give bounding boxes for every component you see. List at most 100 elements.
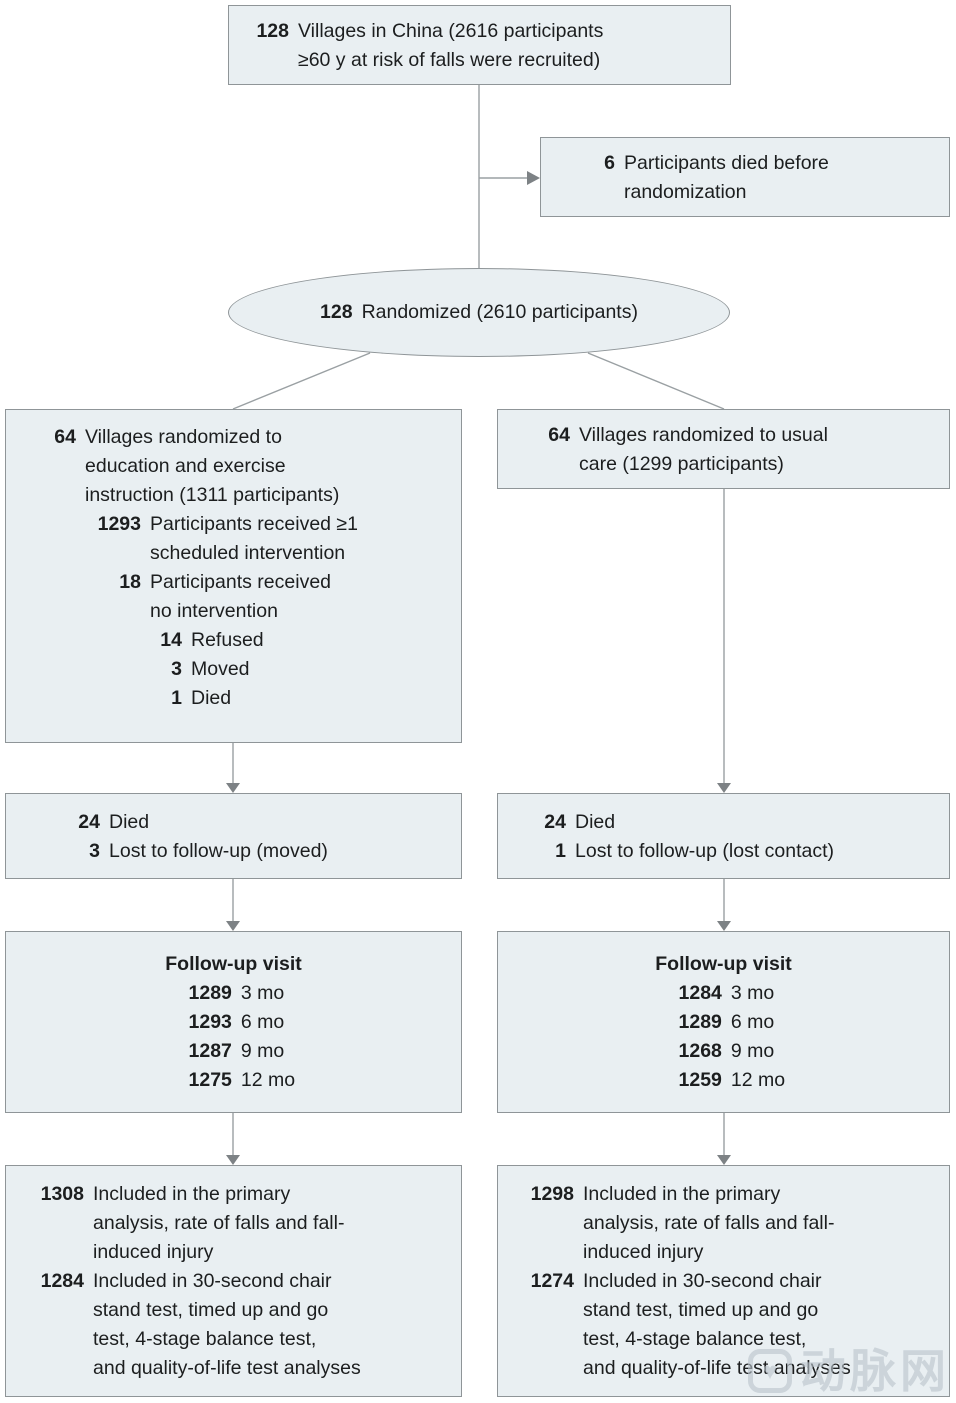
flow-item: 3 Moved — [16, 655, 451, 684]
flow-item: 3 Lost to follow-up (moved) — [16, 837, 451, 866]
count-fu-12mo: 1259 — [678, 1069, 722, 1091]
flow-item: 128 Villages in China (2616 participants… — [241, 17, 718, 75]
flow-item: 24 Died — [16, 808, 451, 837]
flow-item: 1287 9 mo — [172, 1037, 295, 1066]
box-control-followup: Follow-up visit 1284 3 mo 1289 6 mo 1268… — [497, 931, 950, 1113]
label-intervention-lost: Lost to follow-up (moved) — [109, 840, 328, 862]
count-fu-3mo: 1289 — [188, 982, 232, 1004]
label-randomized: Randomized (2610 participants) — [361, 301, 638, 323]
count-no-intervention: 18 — [119, 571, 141, 593]
count-primary-analysis: 1308 — [40, 1183, 84, 1205]
label-primary-analysis: Included in the primary analysis, rate o… — [583, 1183, 835, 1263]
label-received-intervention: Participants received ≥1 scheduled inter… — [150, 513, 358, 564]
label-fu-3mo: 3 mo — [240, 982, 285, 1004]
label-moved: Moved — [191, 658, 250, 680]
label-no-intervention: Participants received no intervention — [150, 571, 332, 622]
flow-item: 128 Randomized (2610 participants) — [320, 298, 638, 327]
followup-rows: 1289 3 mo 1293 6 mo 1287 9 mo 1275 12 mo — [172, 979, 296, 1095]
label-died-arm: Died — [191, 687, 232, 709]
flow-item: 1298 Included in the primary analysis, r… — [512, 1180, 935, 1267]
flow-item: 1293 Participants received ≥1 scheduled … — [16, 510, 451, 568]
count-control-died: 24 — [544, 811, 566, 833]
box-intervention-loss: 24 Died 3 Lost to follow-up (moved) — [5, 793, 462, 879]
flow-item: 6 Participants died before randomization — [555, 149, 935, 207]
label-control-died: Died — [575, 811, 616, 833]
label-died-before: Participants died before randomization — [624, 152, 829, 203]
label-primary-analysis: Included in the primary analysis, rate o… — [93, 1183, 345, 1263]
label-control-villages: Villages randomized to usual care (1299 … — [579, 424, 828, 475]
ellipse-randomized: 128 Randomized (2610 participants) — [228, 268, 730, 357]
flow-item: 64 Villages randomized to education and … — [16, 423, 451, 510]
flow-item: 1259 12 mo — [662, 1066, 786, 1095]
count-randomized: 128 — [320, 301, 353, 323]
count-fu-3mo: 1284 — [678, 982, 722, 1004]
count-fu-6mo: 1293 — [188, 1011, 232, 1033]
count-died-before: 6 — [604, 152, 615, 174]
count-control-villages: 64 — [548, 424, 570, 446]
box-control-analysis: 1298 Included in the primary analysis, r… — [497, 1165, 950, 1397]
followup-rows: 1284 3 mo 1289 6 mo 1268 9 mo 1259 12 mo — [662, 979, 786, 1095]
label-fu-3mo: 3 mo — [730, 982, 775, 1004]
count-fu-12mo: 1275 — [188, 1069, 232, 1091]
arrowhead-control-analysis — [717, 1155, 731, 1165]
label-fu-12mo: 12 mo — [240, 1069, 296, 1091]
count-intervention-villages: 64 — [54, 426, 76, 448]
flow-item: 18 Participants received no intervention — [16, 568, 451, 626]
box-recruited: 128 Villages in China (2616 participants… — [228, 5, 731, 85]
flow-item: 1284 3 mo — [662, 979, 785, 1008]
arrowhead-intervention-analysis — [226, 1155, 240, 1165]
count-intervention-lost: 3 — [89, 840, 100, 862]
label-refused: Refused — [191, 629, 264, 651]
count-refused: 14 — [160, 629, 182, 651]
label-fu-9mo: 9 mo — [730, 1040, 775, 1062]
count-control-lost: 1 — [555, 840, 566, 862]
count-fu-6mo: 1289 — [678, 1011, 722, 1033]
label-fu-12mo: 12 mo — [730, 1069, 786, 1091]
box-died-before-randomization: 6 Participants died before randomization — [540, 137, 950, 217]
flow-item: 1268 9 mo — [662, 1037, 785, 1066]
count-died-arm: 1 — [171, 687, 182, 709]
box-control-arm: 64 Villages randomized to usual care (12… — [497, 409, 950, 489]
label-recruited: Villages in China (2616 participants ≥60… — [298, 20, 604, 71]
count-recruited: 128 — [256, 20, 289, 42]
flow-item: 1275 12 mo — [172, 1066, 296, 1095]
arrowhead-intervention-loss — [226, 783, 240, 793]
label-control-lost: Lost to follow-up (lost contact) — [575, 840, 835, 862]
count-fu-9mo: 1268 — [678, 1040, 722, 1062]
label-fu-6mo: 6 mo — [730, 1011, 775, 1033]
count-secondary-analysis: 1284 — [40, 1270, 84, 1292]
followup-title: Follow-up visit — [165, 953, 302, 975]
flow-item: 64 Villages randomized to usual care (12… — [512, 421, 935, 479]
label-fu-9mo: 9 mo — [240, 1040, 285, 1062]
flow-item: 1308 Included in the primary analysis, r… — [16, 1180, 451, 1267]
flow-item: 1274 Included in 30-second chair stand t… — [512, 1267, 935, 1383]
flow-item: 1293 6 mo — [172, 1008, 295, 1037]
label-intervention-died: Died — [109, 811, 150, 833]
arrowhead-control-loss — [717, 783, 731, 793]
flow-item: 1289 6 mo — [662, 1008, 785, 1037]
flow-item: 1 Died — [16, 684, 451, 713]
flow-item: 14 Refused — [16, 626, 451, 655]
count-received-intervention: 1293 — [97, 513, 141, 535]
count-primary-analysis: 1298 — [530, 1183, 574, 1205]
label-fu-6mo: 6 mo — [240, 1011, 285, 1033]
arrowhead-died-before — [527, 171, 540, 185]
label-secondary-analysis: Included in 30-second chair stand test, … — [583, 1270, 851, 1379]
flow-item: 1289 3 mo — [172, 979, 295, 1008]
connector-randomized-to-intervention — [232, 352, 371, 410]
label-secondary-analysis: Included in 30-second chair stand test, … — [93, 1270, 361, 1379]
arrowhead-intervention-followup — [226, 921, 240, 931]
arrowhead-control-followup — [717, 921, 731, 931]
flow-item: 24 Died — [512, 808, 935, 837]
followup-title: Follow-up visit — [655, 953, 792, 975]
flow-item: 1 Lost to follow-up (lost contact) — [512, 837, 935, 866]
box-intervention-arm: 64 Villages randomized to education and … — [5, 409, 462, 743]
count-intervention-died: 24 — [78, 811, 100, 833]
count-secondary-analysis: 1274 — [530, 1270, 574, 1292]
box-intervention-analysis: 1308 Included in the primary analysis, r… — [5, 1165, 462, 1397]
count-fu-9mo: 1287 — [188, 1040, 232, 1062]
connector-randomized-to-control — [587, 352, 725, 410]
box-control-loss: 24 Died 1 Lost to follow-up (lost contac… — [497, 793, 950, 879]
count-moved: 3 — [171, 658, 182, 680]
